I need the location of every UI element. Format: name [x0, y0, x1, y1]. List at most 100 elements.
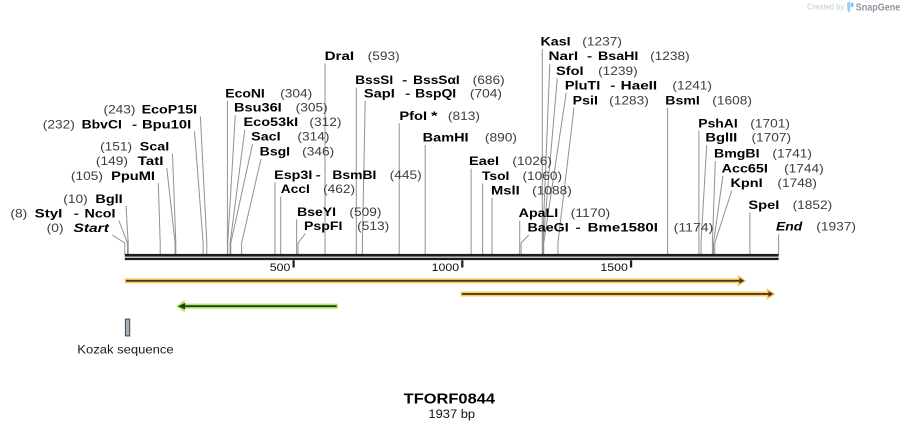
svg-text:NcoI: NcoI	[85, 207, 116, 221]
svg-text:SpeI: SpeI	[748, 198, 779, 212]
svg-text:Created by: Created by	[807, 2, 845, 11]
svg-text:(243): (243)	[104, 103, 136, 117]
svg-text:(1707): (1707)	[752, 131, 792, 145]
svg-text:BsmBI: BsmBI	[332, 168, 376, 182]
svg-text:1500: 1500	[600, 262, 628, 274]
svg-text:SacI: SacI	[251, 130, 280, 144]
svg-text:(1237): (1237)	[582, 35, 622, 49]
svg-text:StyI: StyI	[35, 207, 63, 221]
svg-text:MslI: MslI	[491, 183, 520, 197]
svg-text:EcoNI: EcoNI	[225, 86, 264, 100]
svg-text:-: -	[405, 86, 410, 100]
svg-text:(686): (686)	[473, 73, 505, 87]
svg-text:Kozak sequence: Kozak sequence	[77, 342, 174, 356]
svg-text:(1283): (1283)	[609, 93, 649, 107]
svg-text:(346): (346)	[302, 144, 334, 158]
svg-text:-: -	[132, 117, 137, 131]
svg-text:Eco53kI: Eco53kI	[244, 115, 299, 129]
svg-text:-: -	[610, 78, 615, 92]
svg-text:BmgBI: BmgBI	[714, 147, 760, 161]
svg-text:DraI: DraI	[325, 49, 355, 63]
svg-text:(314): (314)	[297, 130, 329, 144]
svg-text:(813): (813)	[448, 109, 480, 123]
svg-text:SnapGene: SnapGene	[856, 3, 901, 14]
svg-text:(1241): (1241)	[672, 78, 712, 92]
svg-text:PspFI: PspFI	[304, 219, 342, 233]
svg-text:(312): (312)	[309, 115, 341, 129]
svg-text:-: -	[576, 221, 581, 235]
svg-text:(1748): (1748)	[777, 176, 817, 190]
svg-text:(8): (8)	[10, 207, 27, 221]
svg-text:PluTI: PluTI	[565, 78, 600, 92]
svg-text:(513): (513)	[357, 219, 389, 233]
svg-text:-: -	[587, 49, 592, 63]
svg-text:(1026): (1026)	[512, 154, 552, 168]
svg-text:(1744): (1744)	[784, 162, 824, 176]
svg-text:AccI: AccI	[281, 182, 310, 196]
svg-text:(305): (305)	[296, 101, 328, 115]
svg-text:Bme1580I: Bme1580I	[588, 221, 658, 235]
svg-text:Bpu10I: Bpu10I	[142, 117, 191, 131]
svg-text:Start: Start	[74, 221, 111, 235]
svg-text:BamHI: BamHI	[423, 131, 469, 145]
svg-text:1000: 1000	[432, 262, 460, 274]
svg-text:1937 bp: 1937 bp	[428, 409, 475, 421]
svg-text:(304): (304)	[280, 86, 312, 100]
svg-text:*: *	[431, 109, 438, 123]
svg-text:(149): (149)	[96, 154, 128, 168]
svg-text:-: -	[402, 73, 407, 87]
svg-text:(1852): (1852)	[793, 198, 833, 212]
svg-text:(462): (462)	[323, 182, 355, 196]
svg-text:(704): (704)	[470, 86, 502, 100]
svg-text:NarI: NarI	[549, 49, 579, 63]
svg-text:-: -	[316, 168, 321, 182]
svg-text:SfoI: SfoI	[556, 64, 584, 78]
svg-text:EcoP15I: EcoP15I	[142, 103, 198, 117]
svg-text:BbvCI: BbvCI	[82, 117, 122, 131]
svg-text:KasI: KasI	[541, 35, 571, 49]
svg-text:BssSαI: BssSαI	[413, 73, 460, 87]
svg-text:BglII: BglII	[705, 131, 737, 145]
svg-text:(232): (232)	[43, 117, 75, 131]
svg-text:PshAI: PshAI	[698, 116, 737, 130]
svg-text:500: 500	[270, 262, 291, 274]
svg-text:(1701): (1701)	[750, 116, 790, 130]
svg-text:(1174): (1174)	[674, 221, 714, 235]
svg-text:(1088): (1088)	[532, 183, 572, 197]
svg-text:(0): (0)	[47, 221, 64, 235]
svg-text:Bsu36I: Bsu36I	[234, 101, 282, 115]
svg-text:ScaI: ScaI	[140, 140, 169, 154]
svg-text:BsaHI: BsaHI	[598, 49, 638, 63]
svg-text:TatI: TatI	[138, 154, 164, 168]
svg-text:(1170): (1170)	[571, 206, 611, 220]
svg-text:(1060): (1060)	[523, 169, 563, 183]
svg-text:(593): (593)	[368, 49, 400, 63]
svg-text:Esp3I: Esp3I	[274, 168, 312, 182]
svg-text:(1239): (1239)	[598, 64, 638, 78]
svg-text:HaeII: HaeII	[621, 78, 658, 92]
svg-text:(1937): (1937)	[816, 220, 856, 234]
svg-text:BspQI: BspQI	[415, 86, 456, 100]
svg-text:(1741): (1741)	[772, 147, 812, 161]
svg-text:BssSI: BssSI	[355, 73, 393, 87]
svg-text:PpuMI: PpuMI	[111, 169, 155, 183]
svg-text:(445): (445)	[390, 168, 422, 182]
svg-text:(10): (10)	[63, 192, 87, 206]
svg-text:-: -	[74, 207, 79, 221]
svg-text:BaeGI: BaeGI	[528, 221, 569, 235]
svg-text:(105): (105)	[71, 169, 103, 183]
svg-text:(151): (151)	[100, 140, 132, 154]
svg-text:(509): (509)	[349, 205, 381, 219]
svg-text:EaeI: EaeI	[469, 154, 499, 168]
svg-text:ApaLI: ApaLI	[519, 206, 559, 220]
svg-text:(890): (890)	[485, 131, 517, 145]
svg-text:KpnI: KpnI	[731, 176, 763, 190]
svg-text:SapI: SapI	[364, 86, 395, 100]
svg-text:PfoI: PfoI	[399, 109, 427, 123]
svg-text:BglI: BglI	[95, 192, 122, 206]
svg-text:End: End	[776, 220, 803, 234]
svg-text:(1238): (1238)	[650, 49, 690, 63]
svg-text:PsiI: PsiI	[573, 93, 598, 107]
svg-text:Acc65I: Acc65I	[722, 162, 768, 176]
svg-text:TsoI: TsoI	[482, 169, 509, 183]
